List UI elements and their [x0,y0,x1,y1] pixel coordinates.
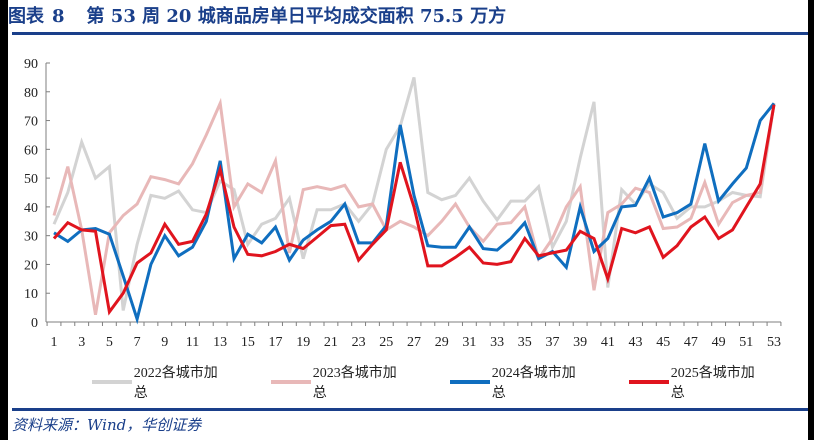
x-tick-label: 47 [684,335,698,350]
x-tick-label: 53 [767,335,781,350]
x-tick-label: 15 [241,335,255,350]
x-tick-label: 7 [134,335,141,350]
y-tick-label: 10 [24,287,38,302]
x-tick-label: 41 [601,335,615,350]
x-tick-label: 27 [407,335,421,350]
legend-swatch [450,380,490,384]
legend-label: 2022各城市加总 [133,366,218,401]
x-tick-label: 25 [379,335,393,350]
legend-swatch [629,380,669,384]
x-tick-label: 5 [106,335,113,350]
x-tick-label: 45 [656,335,670,350]
figure-title-text: 第 53 周 20 城商品房单日平均成交面积 75.5 万方 [86,6,507,27]
y-tick-label: 0 [31,316,38,331]
y-tick-label: 80 [24,86,38,101]
x-tick-label: 37 [545,335,559,350]
x-tick-label: 35 [518,335,532,350]
x-tick-label: 23 [352,335,366,350]
legend-swatch [271,380,311,384]
x-tick-label: 19 [296,335,310,350]
title-rule [12,32,808,35]
series-line-2025 [52,104,776,316]
x-tick-label: 29 [435,335,449,350]
x-tick-label: 9 [161,335,168,350]
legend-item: 2022各城市加总 [92,362,231,402]
y-tick-label: 60 [24,143,38,158]
x-tick-label: 49 [712,335,726,350]
source-note: 资料来源：Wind，华创证券 [12,416,202,434]
legend-item: 2025各城市加总 [629,362,768,402]
y-tick-label: 70 [24,115,38,130]
legend-label: 2024各城市加总 [491,366,576,401]
figure-label: 图表 [8,6,44,27]
legend-item: 2023各城市加总 [271,362,410,402]
y-tick-label: 50 [24,172,38,187]
series-line-2023 [52,97,776,316]
x-tick-label: 51 [739,335,753,350]
y-tick-label: 40 [24,201,38,216]
legend-swatch [92,380,132,384]
x-tick-label: 21 [324,335,338,350]
x-tick-label: 11 [186,335,199,350]
legend-item: 2024各城市加总 [450,362,589,402]
legend-label: 2023各城市加总 [312,366,397,401]
x-tick-label: 31 [462,335,476,350]
figure-number: 8 [52,6,65,27]
footer-rule [12,408,808,411]
chart-legend: 2022各城市加总 2023各城市加总 2024各城市加总 2025各城市加总 [92,362,808,402]
x-tick-label: 33 [490,335,504,350]
x-tick-label: 1 [51,335,58,350]
figure-title: 图表 8 第 53 周 20 城商品房单日平均成交面积 75.5 万方 [8,4,506,30]
series-line-2024 [53,102,776,325]
figure-page: 图表 8 第 53 周 20 城商品房单日平均成交面积 75.5 万方 0 10 20 3… [8,0,808,440]
y-tick-label: 90 [24,57,38,72]
x-tick-label: 13 [213,335,227,350]
x-tick-label: 17 [269,335,283,350]
x-tick-label: 39 [573,335,587,350]
y-tick-label: 20 [24,258,38,273]
x-tick-label: 43 [629,335,643,350]
x-tick-label: 3 [78,335,85,350]
legend-label: 2025各城市加总 [670,366,755,401]
y-tick-label: 30 [24,230,38,245]
